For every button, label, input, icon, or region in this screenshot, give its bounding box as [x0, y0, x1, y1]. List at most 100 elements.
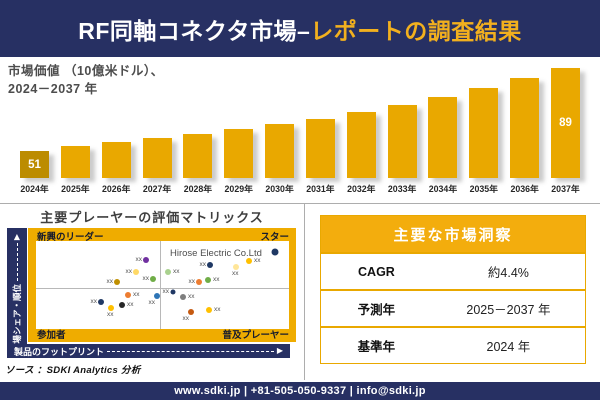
- scatter-point-label: xx: [232, 270, 239, 277]
- bar-2029年: [224, 129, 254, 178]
- insight-value: 2025－2037 年: [466, 303, 551, 317]
- bar-column: 2031年: [305, 119, 335, 194]
- scatter-point-label: xx: [173, 268, 180, 275]
- scatter-point-label: xx: [107, 311, 114, 318]
- bar-year-label: 2037年: [551, 184, 580, 194]
- insights-table-title: 主要な市場洞察: [321, 216, 585, 252]
- quadrant-line-horizontal: [36, 288, 289, 289]
- bar-2037年: 89: [550, 68, 580, 178]
- quadrant-label-top-left: 新興のリーダー: [37, 232, 104, 243]
- market-insights-table: 主要な市場洞察 CAGR 約4.4% 予測年 2025－2037 年基準年 2024 年: [320, 215, 586, 364]
- page-title-main: RF同軸コネクタ市場–: [78, 17, 311, 44]
- scatter-point-dot: [271, 248, 279, 256]
- scatter-point-label: xx: [214, 306, 221, 313]
- scatter-point-dot: [98, 299, 104, 305]
- bar-2030年: [265, 124, 295, 178]
- bar-2035年: [469, 88, 499, 178]
- bar-year-label: 2024年: [20, 184, 49, 194]
- insight-value: 約4.4%: [487, 266, 529, 280]
- scatter-point-label: xx: [133, 291, 140, 298]
- bar-column: 2029年: [224, 129, 254, 194]
- bar-year-label: 2031年: [306, 184, 335, 194]
- bar-chart-section: 市場価値 （10億米ドル）、 2024－2037 年 51 2024年 2025年 2…: [0, 57, 600, 203]
- y-axis-inner: 市場シェア・順位 ▶: [8, 230, 26, 356]
- scatter-point-dot: [207, 262, 213, 268]
- scatter-point-label: xx: [127, 301, 134, 308]
- bar-2024年: 51: [20, 151, 49, 178]
- bar-column: 2028年: [183, 134, 213, 194]
- x-axis-arrow-icon: ▶: [276, 346, 283, 355]
- scatter-point-dot: [188, 309, 194, 315]
- insight-row: 予測年 2025－2037 年: [321, 289, 585, 326]
- bar-2025年: [60, 146, 90, 178]
- scatter-point-label: xx: [148, 299, 156, 306]
- scatter-point-label: xx: [135, 256, 143, 263]
- bar-year-label: 2027年: [142, 184, 172, 194]
- bar-value-label: 51: [28, 158, 41, 171]
- scatter-point-dot: [143, 257, 149, 263]
- scatter-point-dot: [119, 302, 125, 308]
- vertical-divider: [304, 203, 305, 380]
- chart-title-line2: 2024－2037 年: [8, 82, 98, 97]
- x-axis-dash-line: [107, 350, 274, 352]
- chart-title-line1: 市場価値 （10億米ドル）、: [8, 64, 164, 78]
- bar-column: 2034年: [428, 97, 458, 194]
- bar-column: 2036年: [510, 78, 540, 194]
- bar-column: 89 2037年: [550, 68, 580, 194]
- scatter-point-dot: [205, 277, 211, 283]
- header-banner: RF同軸コネクタ市場–レポートの調査結果: [0, 0, 600, 57]
- bar-2034年: [428, 97, 458, 178]
- matrix-title: 主要プレーヤーの評価マトリックス: [40, 210, 264, 225]
- bar-year-label: 2033年: [387, 184, 417, 194]
- quadrant-label-bottom-left: 参加者: [37, 330, 66, 341]
- scatter-point-dot: [180, 294, 186, 300]
- company-annotation: Hirose Electric Co.Ltd: [170, 248, 262, 259]
- scatter-point-dot: [133, 269, 139, 275]
- footer-contact-bar: www.sdki.jp | +81-505-050-9337 | info@sd…: [0, 382, 600, 400]
- scatter-point-label: xx: [199, 261, 207, 268]
- matrix-frame: 新興のリーダー スター 参加者 普及プレーヤー Hirose Electric …: [28, 228, 296, 342]
- source-note: ソース ：SDKI Analytics 分析: [5, 365, 141, 376]
- scatter-point-dot: [233, 264, 239, 270]
- bar-year-label: 2025年: [61, 184, 90, 194]
- bar-2032年: [346, 112, 376, 178]
- insight-label: CAGR: [358, 264, 395, 279]
- bar-year-label: 2035年: [469, 184, 498, 194]
- bar-column: 51 2024年: [20, 151, 49, 194]
- bar-column: 2032年: [346, 112, 376, 194]
- scatter-point-label: xx: [106, 278, 114, 285]
- scatter-point-dot: [125, 292, 131, 298]
- y-axis-label: 市場シェア・順位: [12, 283, 22, 352]
- scatter-point-dot: [206, 307, 212, 313]
- quadrant-label-bottom-right: 普及プレーヤー: [222, 330, 289, 341]
- scatter-point-label: xx: [213, 276, 220, 283]
- y-axis-bar: 市場シェア・順位 ▶: [7, 228, 27, 358]
- quadrant-label-top-right: スター: [260, 232, 289, 243]
- bar-column: 2026年: [101, 142, 131, 194]
- matrix-plot-area: Hirose Electric Co.Ltd xx xx xx xx xx xx xx xx x…: [36, 241, 289, 329]
- scatter-point-label: xx: [182, 315, 190, 322]
- y-axis-arrow-icon: ▶: [12, 234, 21, 241]
- scatter-point-label: xx: [162, 288, 170, 295]
- bar-year-label: 2032年: [347, 184, 376, 194]
- bar-year-label: 2026年: [102, 184, 131, 194]
- bar-year-label: 2029年: [224, 184, 253, 194]
- bar-2031年: [305, 119, 335, 178]
- evaluation-matrix: 市場シェア・順位 ▶ 新興のリーダー スター 参加者 普及プレーヤー Hiros…: [7, 228, 297, 358]
- scatter-point-label: xx: [188, 278, 196, 285]
- insight-value: 2024 年: [486, 340, 531, 354]
- bar-year-label: 2034年: [428, 184, 458, 194]
- scatter-point-label: xx: [254, 257, 261, 264]
- quadrant-line-vertical: [160, 241, 161, 329]
- insight-row: 基準年 2024 年: [321, 326, 585, 363]
- scatter-point-label: xx: [188, 293, 195, 300]
- bar-2028年: [183, 134, 213, 178]
- scatter-point-dot: [170, 289, 176, 295]
- scatter-point-dot: [154, 293, 160, 299]
- bar-column: 2035年: [469, 88, 499, 194]
- bar-column: 2030年: [265, 124, 295, 194]
- scatter-point-dot: [108, 305, 114, 311]
- scatter-point-label: xx: [125, 268, 133, 275]
- scatter-point-dot: [196, 279, 202, 285]
